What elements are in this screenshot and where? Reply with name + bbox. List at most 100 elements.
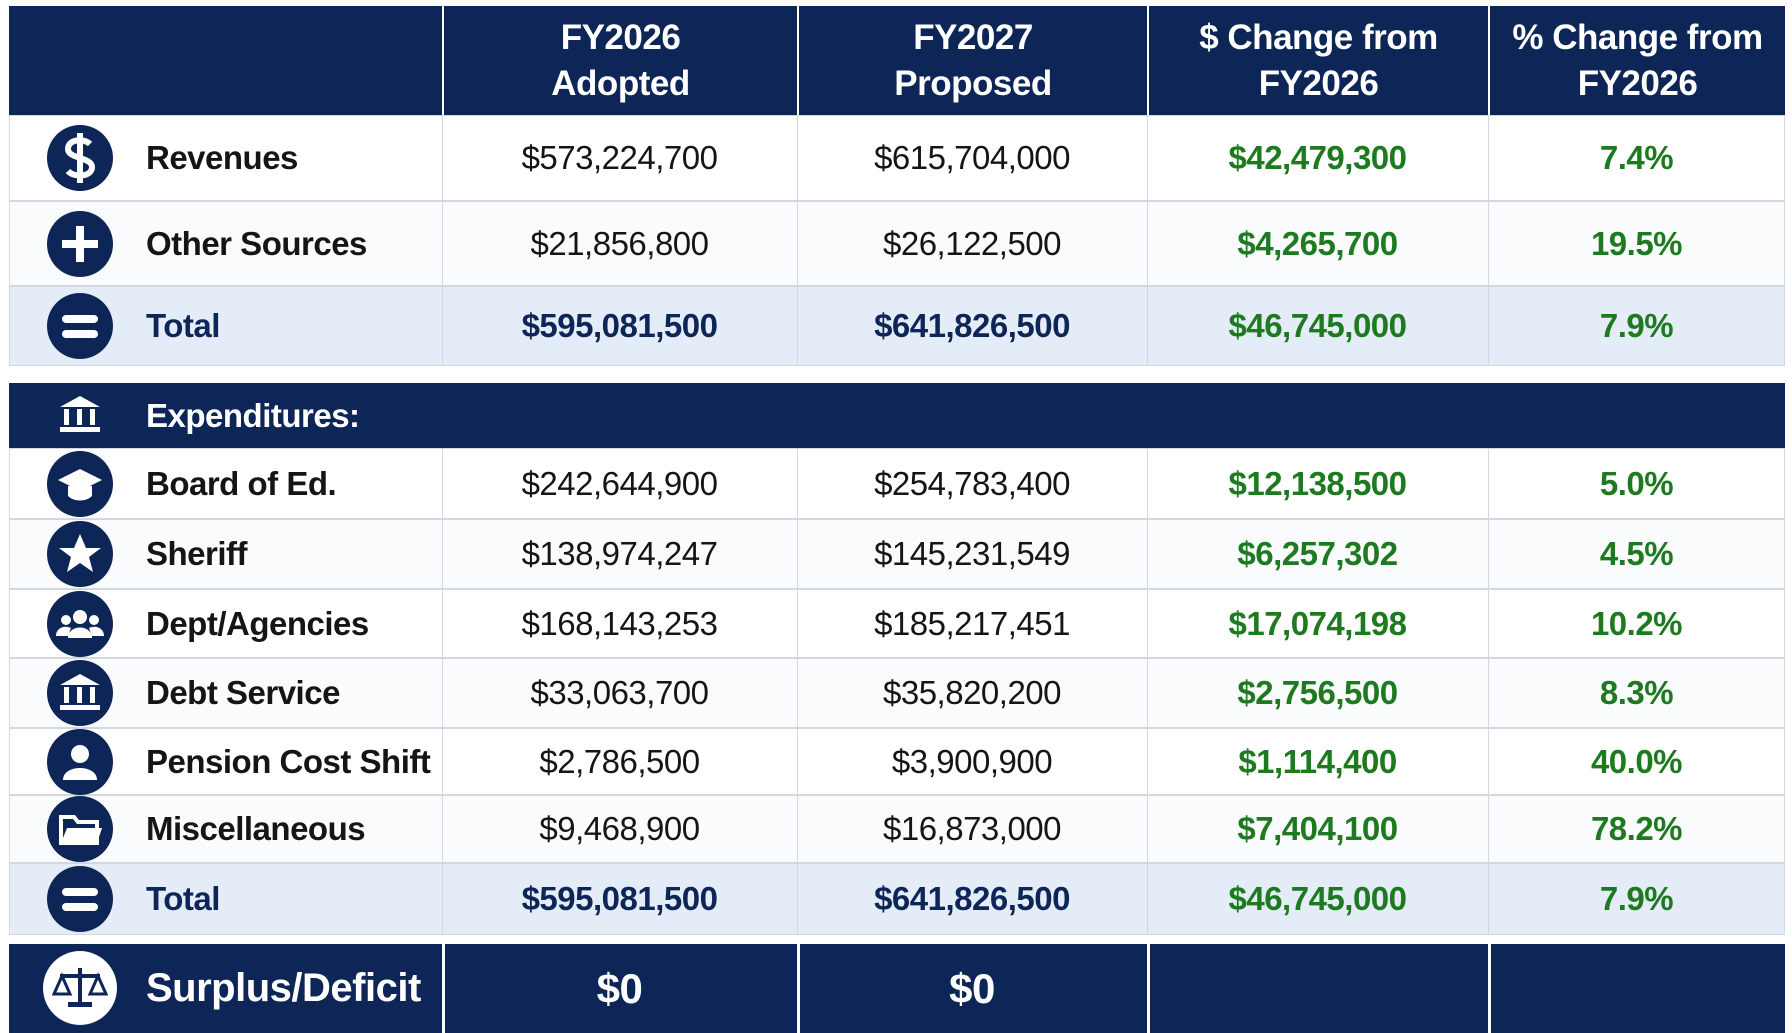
row-value: 40.0% — [1590, 742, 1683, 780]
row-value: $185,217,451 — [874, 604, 1070, 642]
row-value: $17,074,198 — [1228, 604, 1407, 642]
row-label: Sheriff — [146, 535, 248, 572]
row-value: $615,704,000 — [874, 139, 1070, 176]
col-line — [1147, 519, 1148, 589]
col-line — [797, 519, 798, 589]
col-line — [797, 795, 798, 863]
surplus-value: $0 — [442, 944, 797, 1033]
col-line — [1488, 519, 1489, 589]
row-value: $4,265,700 — [1237, 224, 1398, 262]
col-line — [1488, 658, 1489, 728]
row-value: 4.5% — [1599, 535, 1674, 572]
row-icon — [47, 450, 113, 517]
col-line — [1147, 201, 1148, 286]
row-value: $641,826,500 — [874, 307, 1070, 344]
col-line — [797, 728, 798, 795]
row-label: Debt Service — [146, 674, 340, 711]
row-bg — [9, 286, 1785, 366]
col-line — [1488, 863, 1489, 935]
col-line — [1147, 589, 1148, 658]
col-line — [797, 863, 798, 935]
col-line — [442, 448, 443, 519]
row-value: $9,468,900 — [539, 810, 700, 847]
row-value: $2,786,500 — [539, 742, 700, 780]
row-value: $35,820,200 — [882, 674, 1062, 711]
row-value: $16,873,000 — [882, 810, 1062, 847]
row-icon — [43, 951, 117, 1025]
row-value: $573,224,700 — [521, 139, 718, 176]
row-value: $21,856,800 — [530, 224, 709, 262]
col-line — [442, 944, 445, 1033]
row-bg — [9, 519, 1785, 589]
col-line — [442, 863, 443, 935]
row-icon — [47, 210, 113, 277]
col-line — [1488, 795, 1489, 863]
header-line: FY2026 — [560, 17, 681, 57]
row-bg — [9, 863, 1785, 935]
col-line — [797, 658, 798, 728]
row-value: $33,063,700 — [530, 674, 709, 711]
row-value: $145,231,549 — [874, 535, 1070, 572]
col-line — [1147, 115, 1148, 201]
row-icon — [47, 590, 113, 657]
row-value: $595,081,500 — [521, 880, 718, 917]
row-label: Pension Cost Shift — [146, 742, 431, 780]
row-value: 5.0% — [1599, 464, 1674, 502]
col-line — [1147, 658, 1148, 728]
row-value: 8.3% — [1599, 674, 1674, 711]
row-value: $138,974,247 — [521, 535, 718, 572]
column-header: FY2026 Adopted — [444, 6, 797, 115]
column-header: % Change from FY2026 — [1490, 6, 1785, 115]
section-title: Expenditures: — [146, 396, 360, 434]
header-line: Proposed — [894, 63, 1052, 103]
col-line — [1147, 863, 1148, 935]
column-header: $ Change from FY2026 — [1149, 6, 1488, 115]
row-icon — [47, 660, 113, 726]
col-line — [797, 115, 798, 201]
row-icon — [47, 125, 113, 191]
header-line: Adopted — [551, 63, 690, 103]
col-line — [1488, 944, 1491, 1033]
header-line: FY2027 — [913, 17, 1033, 57]
col-line — [1488, 286, 1489, 366]
col-line — [797, 201, 798, 286]
row-value: $3,900,900 — [891, 742, 1053, 780]
row-bg — [9, 658, 1785, 728]
row-label: Other Sources — [146, 224, 367, 262]
row-value: 7.9% — [1599, 880, 1674, 917]
row-bg — [9, 795, 1785, 863]
col-line — [442, 201, 443, 286]
row-value: $7,404,100 — [1237, 810, 1398, 847]
row-icon — [60, 396, 100, 432]
col-line — [1488, 448, 1489, 519]
col-line — [442, 658, 443, 728]
row-bg — [9, 201, 1785, 286]
header-line: FY2026 — [1258, 63, 1379, 103]
row-label: Board of Ed. — [146, 464, 337, 502]
col-line — [797, 286, 798, 366]
section-header — [9, 383, 1785, 448]
header-line: FY2026 — [1577, 63, 1698, 103]
row-icon — [47, 728, 113, 795]
row-value: $641,826,500 — [874, 880, 1070, 917]
col-line — [442, 795, 443, 863]
header-blank — [9, 6, 442, 115]
row-value: 7.9% — [1599, 307, 1674, 344]
header-line: $ Change from — [1199, 17, 1438, 57]
row-value: $42,479,300 — [1228, 139, 1407, 176]
col-line — [1147, 795, 1148, 863]
row-value: $254,783,400 — [874, 464, 1070, 502]
col-line — [797, 589, 798, 658]
row-value: $46,745,000 — [1228, 880, 1407, 917]
row-label: Total — [146, 307, 220, 344]
row-icon — [47, 521, 113, 587]
row-value: $1,114,400 — [1238, 742, 1397, 780]
row-value: 7.4% — [1599, 139, 1674, 176]
row-label: Total — [146, 880, 220, 917]
row-value: $12,138,500 — [1228, 464, 1407, 502]
row-value: 10.2% — [1590, 604, 1683, 642]
col-line — [1488, 115, 1489, 201]
column-header: FY2027 Proposed — [799, 6, 1147, 115]
row-value: $595,081,500 — [521, 307, 718, 344]
